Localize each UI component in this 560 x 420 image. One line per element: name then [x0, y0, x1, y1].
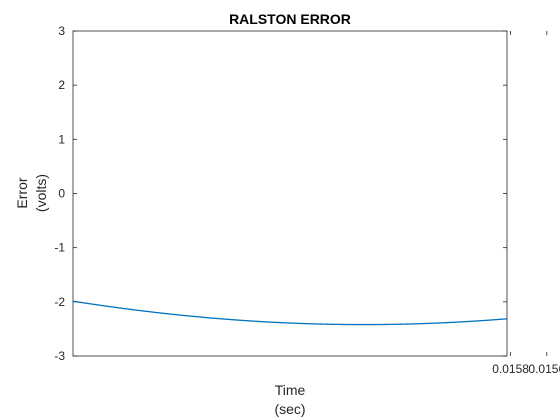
y-tick-label: 2 [58, 78, 65, 92]
tick-labels: 0.0140.01420.01440.01460.01480.0150.0152… [54, 24, 560, 376]
x-tick-label: 0.0156 [528, 362, 560, 376]
x-tick-label: 0.0158 [492, 362, 529, 376]
y-tick-label: 0 [58, 187, 65, 201]
y-axis-label-line1: Error [14, 177, 30, 208]
y-tick-label: -3 [54, 349, 65, 363]
y-axis-label-line2: (volts) [33, 174, 49, 212]
y-tick-label: -2 [54, 295, 65, 309]
x-axis-label-line2: (sec) [274, 401, 305, 417]
chart-title: RALSTON ERROR [229, 11, 351, 27]
y-tick-label: 3 [58, 24, 65, 38]
axes-box [72, 30, 508, 357]
y-tick-label: 1 [58, 132, 65, 146]
series-line [72, 300, 508, 326]
x-axis-label-line1: Time [275, 382, 306, 398]
y-tick-label: -1 [54, 241, 65, 255]
